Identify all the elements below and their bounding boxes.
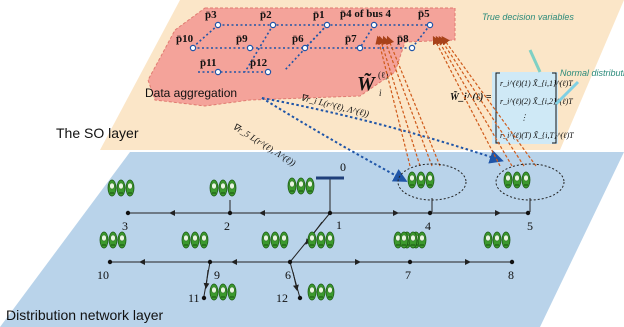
- so-node-p2: [269, 21, 277, 29]
- ev-cluster-1: [288, 178, 314, 194]
- so-node-p5: [426, 21, 434, 29]
- so-label-p5: p̄5: [418, 8, 430, 20]
- gradient-arrow-bus4: [261, 97, 408, 182]
- normal-dist-label: Normal distributions: [560, 68, 624, 78]
- ev-cluster-6b: [308, 232, 334, 248]
- true-decision-text: True decision variables: [482, 12, 574, 22]
- bus-label-7: 7: [405, 268, 411, 282]
- gradient-arrows: [261, 97, 504, 182]
- bus-label-5: 5: [527, 219, 533, 233]
- ev-cluster-3: [108, 180, 134, 196]
- bus-label-12: 12: [276, 291, 288, 305]
- so-nodes: [189, 21, 434, 76]
- ev-cluster-2: [210, 180, 236, 196]
- true-decision-label: True decision variables: [482, 12, 574, 22]
- so-label-p9: p̄9: [236, 33, 248, 45]
- ev-cluster-11: [210, 284, 236, 300]
- ev-cluster-10: [100, 232, 126, 248]
- ev-cluster-4: [408, 172, 434, 188]
- so-label-p8: p̄8: [397, 33, 409, 45]
- bus-label-2: 2: [224, 219, 230, 233]
- matrix-row-dots: ⋮: [520, 113, 528, 122]
- w-subscript: i: [379, 88, 382, 98]
- ev-cluster-8: [484, 232, 510, 248]
- bus-label-0: 0: [340, 160, 346, 174]
- aggregation-region: [147, 7, 456, 107]
- w-symbol: W̃: [357, 72, 376, 95]
- bus-nodes: [107, 210, 531, 301]
- bus-label-3: 3: [122, 219, 128, 233]
- distribution-network-label: Distribution network layer: [6, 307, 164, 323]
- so-label-p1: p̄1: [313, 9, 325, 21]
- so-label-p2: p̄2: [260, 9, 272, 21]
- ev-cluster-5: [504, 172, 530, 188]
- so-node-p7: [356, 44, 364, 52]
- so-node-p9: [246, 44, 254, 52]
- so-node-p4: [370, 21, 378, 29]
- so-label-p6: p̄6: [292, 33, 304, 45]
- so-node-p12: [264, 68, 272, 76]
- ev-cluster-4b: [400, 232, 426, 248]
- so-label-p3: p̄3: [205, 9, 217, 21]
- true-decision-pointer: [528, 49, 542, 73]
- so-label-p7: p̄7: [345, 33, 357, 45]
- matrix-row-1: r_i^(ℓ)(1) X̃_{i,1}^(ℓ)T: [500, 79, 573, 88]
- matrix-background: [492, 72, 558, 144]
- bus-label-11: 11: [188, 291, 200, 305]
- so-label-p12: p̄12: [250, 57, 268, 69]
- so-node-p1: [323, 21, 331, 29]
- ev-cluster-6a: [262, 232, 288, 248]
- bus-label-6: 6: [285, 268, 291, 282]
- bus-label-9: 9: [214, 268, 220, 282]
- bus-label-4: 4: [425, 219, 431, 233]
- so-label-p10: p̄10: [176, 33, 194, 45]
- ev-cluster-12: [308, 284, 334, 300]
- normal-dist-pointer: [554, 80, 580, 106]
- so-node-p3: [214, 21, 222, 29]
- upload-arrows: [375, 35, 537, 167]
- data-aggregation-label: Data aggregation: [145, 86, 237, 100]
- w-superscript: (ℓ): [378, 70, 388, 80]
- so-label-p4: p̄4 of bus 4: [340, 8, 392, 20]
- bus-label-1: 1: [336, 218, 342, 232]
- so-layer-label: The SO layer: [56, 125, 139, 141]
- so-node-p8: [408, 44, 416, 52]
- matrix-row-t: r_i^(ℓ)(T) X̃_{i,T}^(ℓ)T: [500, 131, 574, 140]
- ev-cluster-9: [182, 232, 208, 248]
- so-node-p6: [301, 44, 309, 52]
- matrix-row-2: r_i^(ℓ)(2) X̃_{i,2}^(ℓ)T: [500, 97, 573, 106]
- so-label-p11: p̄11: [200, 57, 217, 69]
- bus-label-10: 10: [97, 268, 109, 282]
- bus-label-8: 8: [508, 268, 514, 282]
- so-node-p11: [214, 68, 222, 76]
- matrix-right-bracket: [552, 72, 557, 144]
- gradient-arrow-bus5: [261, 97, 504, 164]
- so-node-p10: [189, 44, 197, 52]
